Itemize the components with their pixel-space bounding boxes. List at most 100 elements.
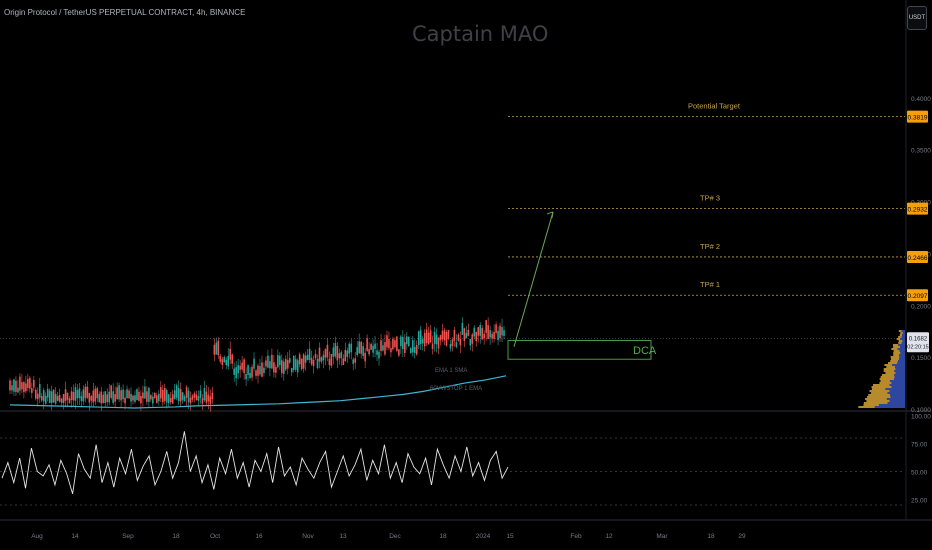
candle-body: [334, 343, 337, 357]
candle-body: [118, 385, 120, 400]
candle-body: [447, 329, 450, 339]
time-tick-label: 14: [71, 533, 79, 540]
candle-body: [257, 365, 259, 376]
target-level-label: TP# 1: [700, 280, 720, 289]
volume-profile-bar: [898, 336, 902, 338]
candle-body: [374, 343, 376, 349]
candle-body: [378, 351, 380, 359]
candle-body: [435, 334, 438, 345]
candle-body: [350, 343, 353, 353]
candle-body: [159, 387, 162, 399]
price-tick-label: 0.4000: [911, 96, 931, 103]
candle-body: [108, 391, 110, 403]
volume-profile-bar: [863, 402, 888, 404]
candle-body: [215, 342, 218, 355]
time-tick-label: Mar: [656, 533, 668, 540]
currency-button[interactable]: USDT: [907, 6, 927, 30]
candle-body: [425, 329, 428, 344]
target-level-label: Potential Target: [688, 102, 741, 111]
candle-body: [380, 340, 382, 352]
candle-body: [199, 390, 202, 398]
current-price-value: 0.1682: [909, 336, 928, 342]
candle-body: [273, 362, 275, 373]
volume-profile-bar: [879, 378, 894, 380]
candle-body: [68, 398, 71, 404]
volume-profile-bar: [883, 370, 895, 372]
volume-profile-bar: [902, 340, 905, 342]
ma-label: 60VWSTOP 1 EMA: [430, 386, 482, 392]
candle-body: [312, 359, 315, 367]
volume-profile-bar: [874, 406, 905, 408]
candle-body: [324, 349, 327, 358]
candle-body: [106, 394, 109, 403]
candle-body: [243, 359, 245, 374]
time-tick-label: Feb: [570, 533, 582, 540]
candle-body: [423, 332, 426, 347]
volume-profile-bar: [893, 346, 901, 348]
candle-body: [376, 350, 378, 355]
candle-body: [455, 342, 458, 348]
candle-body: [23, 382, 25, 392]
time-tick-label: Aug: [31, 533, 43, 540]
volume-profile-bar: [893, 378, 905, 380]
candle-body: [158, 393, 160, 402]
candle-body: [98, 393, 101, 403]
candle-body: [314, 353, 317, 359]
time-tick-label: Sep: [122, 533, 134, 540]
time-tick-label: 18: [439, 533, 447, 540]
candle-body: [132, 395, 134, 401]
candle-body: [306, 354, 309, 361]
candle-body: [300, 358, 303, 370]
candle-body: [142, 392, 144, 399]
candle-body: [396, 336, 398, 351]
current-price-tag: [907, 332, 929, 353]
candle-body: [46, 388, 49, 398]
candle-body: [19, 376, 21, 391]
volume-profile-bar: [889, 390, 905, 392]
candle-body: [34, 389, 37, 399]
candle-body: [340, 352, 343, 359]
volume-profile-bar: [869, 390, 890, 392]
candle-body: [419, 329, 422, 345]
volume-profile-bar: [889, 400, 905, 402]
volume-profile-bar: [883, 368, 896, 370]
candle-body: [177, 387, 180, 402]
candle-body: [231, 354, 234, 364]
candle-body: [25, 383, 27, 392]
candle-body: [122, 389, 124, 400]
candle-body: [433, 331, 436, 344]
volume-profile-bar: [868, 394, 891, 396]
candle-body: [400, 336, 402, 347]
volume-profile-bar: [901, 336, 905, 338]
candle-body: [398, 349, 400, 356]
volume-profile-bar: [894, 376, 905, 378]
candle-body: [38, 384, 41, 398]
candle-body: [197, 396, 200, 401]
candle-body: [338, 353, 341, 359]
candle-body: [501, 327, 503, 336]
candle-body: [386, 335, 388, 348]
candle-body: [203, 388, 206, 401]
rsi-tick-label: 25.00: [911, 497, 928, 504]
candle-body: [124, 397, 126, 404]
candle-body: [282, 361, 285, 374]
time-tick-label: Dec: [389, 533, 401, 540]
price-tick-label: 0.3500: [911, 148, 931, 155]
price-tag-text: 0.2097: [908, 293, 928, 300]
volume-profile-bar: [900, 338, 905, 340]
time-tick-label: 18: [707, 533, 715, 540]
candle-body: [487, 325, 489, 339]
target-levels: Potential Target 0.3819 TP# 3 0.2932 TP# 2 0.…: [508, 102, 928, 302]
candle-body: [74, 387, 77, 401]
candle-body: [481, 328, 483, 340]
candle-body: [221, 359, 224, 365]
dca-zone-box: [507, 340, 652, 360]
candle-body: [348, 343, 351, 354]
candle-body: [336, 345, 339, 361]
candle-body: [148, 387, 150, 402]
volume-profile-bar: [879, 382, 892, 384]
candle-body: [489, 330, 491, 338]
candle-body: [354, 358, 357, 363]
candle-body: [154, 392, 156, 398]
